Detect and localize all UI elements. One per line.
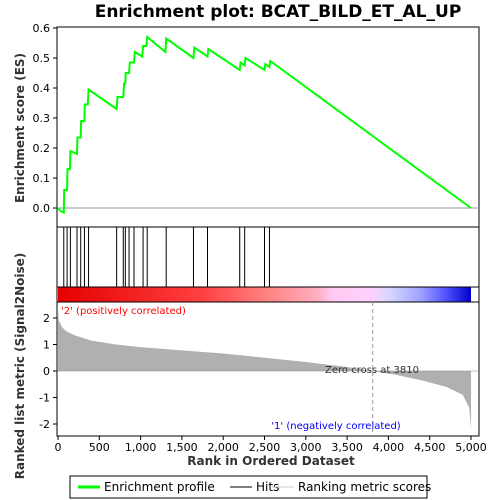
metric-ytick-label: -2 — [39, 418, 50, 431]
positive-correlation-label: '2' (positively correlated) — [61, 306, 186, 317]
hits-panel — [56, 226, 480, 288]
metric-ytick-label: 0 — [43, 365, 50, 378]
enrichment-profile-line — [57, 35, 472, 215]
rank-color-bar — [58, 287, 471, 302]
es-ytick-label: 0.0 — [33, 202, 51, 215]
metric-ytick-label: 1 — [43, 339, 50, 352]
negative-correlation-label: '1' (negatively correlated) — [271, 421, 400, 432]
es-ytick-label: 0.6 — [33, 22, 51, 35]
xlabel: Rank in Ordered Dataset — [187, 454, 355, 468]
legend-enrichment-label: Enrichment profile — [104, 480, 215, 494]
xtick-label: 4,500 — [414, 441, 446, 454]
legend-ranking-label: Ranking metric scores — [298, 480, 431, 494]
xtick-label: 0 — [55, 441, 62, 454]
ranking-metric-area — [58, 308, 471, 430]
xtick-label: 1,500 — [166, 441, 198, 454]
es-ytick-label: 0.5 — [33, 52, 51, 65]
xtick-label: 3,000 — [290, 441, 322, 454]
legend-hits-label: Hits — [256, 480, 279, 494]
es-ytick-label: 0.3 — [33, 112, 51, 125]
metric-ytick-label: 2 — [43, 312, 50, 325]
es-ytick-label: 0.1 — [33, 172, 51, 185]
zero-cross-label: Zero cross at 3810 — [325, 365, 419, 376]
es-ytick-label: 0.4 — [33, 82, 51, 95]
xtick-label: 4,000 — [373, 441, 405, 454]
es-plot-area — [56, 26, 480, 228]
xtick-label: 1,000 — [125, 441, 157, 454]
xtick-label: 500 — [89, 441, 110, 454]
metric-ylabel: Ranked list metric (Signal2Noise) — [13, 253, 27, 480]
metric-ytick-label: -1 — [39, 392, 50, 405]
es-ytick-label: 0.2 — [33, 142, 51, 155]
chart-title: Enrichment plot: BCAT_BILD_ET_AL_UP — [95, 2, 462, 22]
xtick-label: 3,500 — [331, 441, 363, 454]
es-ylabel: Enrichment score (ES) — [13, 53, 27, 203]
xtick-label: 5,000 — [455, 441, 487, 454]
xtick-label: 2,000 — [207, 441, 239, 454]
xtick-label: 2,500 — [249, 441, 281, 454]
